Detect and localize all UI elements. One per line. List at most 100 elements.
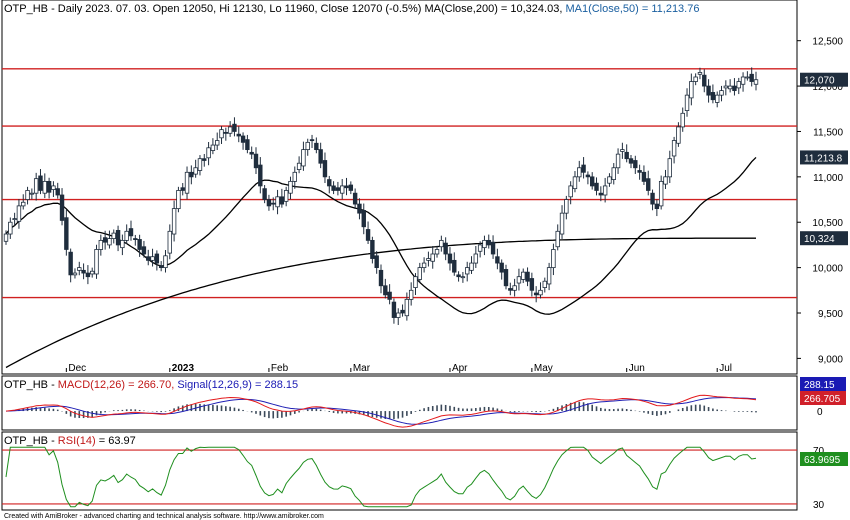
candle bbox=[572, 171, 578, 193]
candle-body-up bbox=[676, 126, 681, 144]
candle-body-down bbox=[85, 272, 91, 278]
candle-body-up bbox=[512, 285, 517, 291]
candle-body-up bbox=[715, 94, 720, 103]
rsi-title-value: = 63.97 bbox=[96, 435, 136, 447]
ma200-badge-bg bbox=[800, 231, 848, 246]
macd-title-signal: Signal(12,26,9) = 288.15 bbox=[177, 379, 298, 391]
candle-body-up bbox=[469, 262, 474, 271]
candle-body-up bbox=[658, 180, 664, 207]
candle-body-up bbox=[693, 76, 698, 82]
candle-body-up bbox=[516, 276, 522, 284]
candle bbox=[318, 142, 323, 169]
ma50-badge: 11,213.8 bbox=[800, 150, 848, 165]
candle bbox=[59, 188, 65, 226]
candle-body-up bbox=[163, 255, 168, 269]
candle-body-up bbox=[615, 153, 621, 169]
candle bbox=[262, 185, 267, 204]
candle bbox=[167, 224, 172, 260]
candle bbox=[21, 194, 26, 210]
candle bbox=[12, 212, 17, 226]
candle bbox=[749, 67, 754, 87]
candle bbox=[133, 234, 138, 246]
candle-body-down bbox=[508, 288, 513, 291]
candle bbox=[702, 69, 707, 93]
candle-body-down bbox=[370, 239, 375, 259]
candle-body-down bbox=[335, 187, 341, 191]
candle bbox=[508, 282, 513, 296]
macd-badge: 266.705 bbox=[800, 391, 846, 405]
candle-body-down bbox=[154, 253, 160, 264]
candle-body-up bbox=[305, 141, 310, 151]
candle bbox=[68, 248, 73, 283]
candle bbox=[158, 261, 164, 272]
candle bbox=[430, 246, 435, 269]
candle-body-down bbox=[128, 228, 134, 237]
candle-body-down bbox=[456, 274, 461, 278]
candle bbox=[245, 134, 250, 154]
candle-body-down bbox=[525, 271, 530, 282]
candle bbox=[331, 181, 336, 195]
candle-body-down bbox=[55, 188, 60, 196]
candle-body-up bbox=[72, 272, 78, 276]
candle bbox=[443, 237, 448, 261]
candle bbox=[227, 121, 233, 137]
candle-body-up bbox=[542, 280, 547, 288]
rsi-badge-bg bbox=[800, 452, 848, 466]
candle bbox=[598, 186, 604, 202]
candle bbox=[249, 146, 254, 160]
candle bbox=[538, 282, 543, 299]
ma50-badge-label: 11,213.8 bbox=[804, 153, 843, 164]
candle bbox=[602, 177, 608, 203]
candle bbox=[460, 271, 466, 283]
candle-body-up bbox=[227, 126, 233, 134]
candle-body-up bbox=[620, 149, 625, 152]
candle-body-down bbox=[322, 160, 328, 178]
candle bbox=[90, 267, 95, 278]
candle-body-up bbox=[98, 239, 104, 250]
candle-body-up bbox=[296, 162, 302, 170]
candle-body-down bbox=[146, 256, 151, 261]
candle bbox=[693, 73, 698, 86]
candle-body-down bbox=[646, 178, 651, 191]
candle bbox=[176, 186, 181, 213]
candle bbox=[94, 244, 99, 279]
candle-body-down bbox=[594, 182, 599, 191]
candle bbox=[723, 80, 729, 96]
candle-body-down bbox=[133, 238, 138, 240]
candle bbox=[654, 199, 660, 217]
candle bbox=[525, 267, 530, 287]
macd-line bbox=[5, 394, 757, 428]
price-y-tick-label: 10,000 bbox=[812, 264, 843, 275]
candle bbox=[413, 273, 418, 296]
candle bbox=[202, 153, 207, 167]
rsi-badge: 63.9695 bbox=[800, 452, 848, 466]
candle bbox=[732, 78, 737, 96]
candle bbox=[650, 189, 655, 211]
x-tick-label: Mar bbox=[353, 363, 371, 374]
candle-body-down bbox=[352, 192, 358, 205]
candle bbox=[378, 264, 384, 294]
candle-body-down bbox=[115, 229, 121, 246]
candle bbox=[3, 230, 9, 245]
candle bbox=[400, 304, 405, 317]
candle bbox=[697, 67, 703, 80]
price-y-tick-label: 10,500 bbox=[812, 218, 843, 229]
candle-body-up bbox=[171, 208, 177, 235]
candle-body-up bbox=[671, 140, 677, 157]
candle bbox=[383, 278, 388, 299]
candle bbox=[590, 172, 595, 190]
candle-body-up bbox=[25, 190, 30, 200]
candle bbox=[611, 163, 616, 185]
candle-body-up bbox=[21, 201, 26, 207]
candle-body-up bbox=[551, 249, 556, 269]
candle bbox=[146, 249, 151, 266]
candle-body-up bbox=[340, 185, 345, 194]
candle bbox=[615, 148, 621, 174]
candle bbox=[102, 230, 108, 250]
candle bbox=[240, 132, 246, 150]
candle-body-down bbox=[249, 151, 254, 155]
price-y-tick-label: 12,000 bbox=[812, 82, 843, 93]
candle-body-down bbox=[529, 278, 535, 291]
candle bbox=[628, 155, 634, 169]
candle-body-up bbox=[736, 81, 741, 89]
